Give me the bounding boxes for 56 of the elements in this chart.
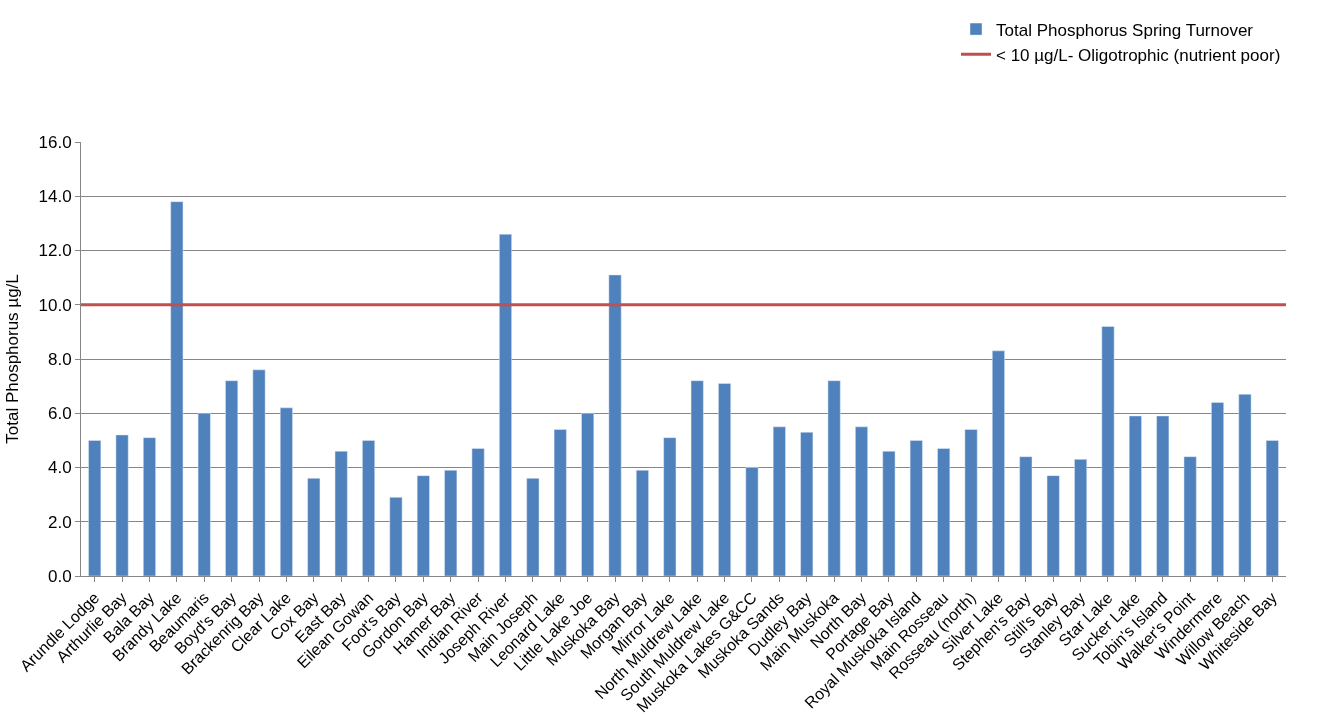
y-tick-label: 4.0 [47, 458, 72, 478]
bar [88, 440, 102, 576]
bar [663, 437, 677, 576]
bar [690, 380, 704, 576]
bar [800, 431, 814, 576]
bar [1156, 415, 1170, 576]
legend-label: Total Phosphorus Spring Turnover [996, 20, 1254, 40]
bar [334, 450, 348, 576]
bar [279, 407, 293, 576]
bar [964, 429, 978, 576]
bar [307, 478, 321, 576]
y-tick-label: 0.0 [47, 566, 72, 586]
bar [1019, 456, 1033, 576]
bar [882, 450, 896, 576]
bar [553, 429, 567, 576]
bar [197, 413, 211, 576]
bar [1183, 456, 1197, 576]
bar [718, 383, 731, 576]
bar [636, 469, 649, 576]
y-tick-label: 2.0 [47, 512, 72, 532]
bar [855, 426, 868, 576]
y-tick-label: 16.0 [38, 132, 72, 152]
bar [362, 440, 375, 576]
bar [444, 469, 458, 576]
bar [909, 440, 923, 576]
bar [1265, 440, 1279, 576]
bar [170, 201, 184, 576]
bar [1101, 326, 1115, 576]
y-tick-label: 10.0 [38, 295, 72, 315]
y-tick-label: 8.0 [47, 349, 72, 369]
bar [1128, 415, 1142, 576]
y-tick-label: 14.0 [38, 187, 72, 207]
legend-label: < 10 µg/L- Oligotrophic (nutrient poor) [996, 45, 1281, 65]
y-tick-label: 12.0 [38, 241, 72, 261]
bar [1074, 459, 1088, 576]
bar [937, 448, 951, 576]
bar [1046, 475, 1060, 576]
bar [827, 380, 841, 576]
y-tick-label: 6.0 [47, 404, 72, 424]
bar [225, 380, 239, 576]
bar [115, 434, 129, 576]
bar [143, 437, 156, 576]
bar [992, 350, 1005, 576]
bar [772, 426, 786, 576]
bar [252, 369, 266, 576]
bar [389, 497, 403, 576]
bar [499, 233, 512, 576]
bar [1211, 402, 1224, 576]
y-axis-title: Total Phosphorus µg/L [3, 274, 23, 444]
bar [581, 413, 595, 576]
bar [745, 467, 759, 576]
bar [526, 478, 540, 576]
bar [416, 475, 430, 576]
bar [608, 274, 622, 576]
bar [1238, 394, 1252, 576]
bar [471, 448, 485, 576]
